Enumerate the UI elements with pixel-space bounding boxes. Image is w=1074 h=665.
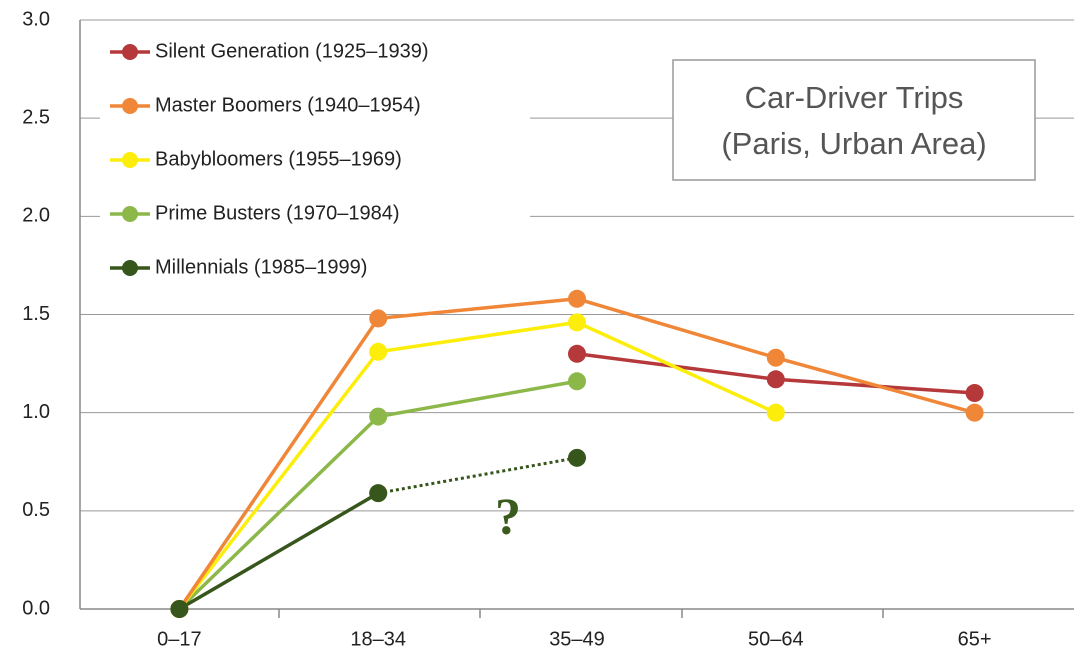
legend-marker [122, 152, 138, 168]
legend-background [100, 30, 530, 292]
data-point [568, 289, 586, 308]
series-line [178, 320, 777, 611]
x-axis-ticks [278, 609, 884, 618]
data-point [369, 309, 388, 328]
y-tick-label: 0.0 [22, 597, 50, 619]
series-line [377, 456, 578, 495]
y-tick-label: 0.5 [22, 499, 50, 521]
x-tick-label: 65+ [958, 628, 992, 650]
y-tick-label: 2.5 [22, 106, 50, 128]
title-box [672, 59, 1036, 181]
data-point [965, 403, 984, 422]
y-tick-label: 1.5 [22, 303, 50, 325]
x-tick-label: 18–34 [350, 628, 406, 650]
y-tick-label: 2.0 [22, 205, 50, 227]
legend-label: Millennials (1985–1999) [155, 256, 367, 278]
x-tick-label: 50–64 [748, 628, 804, 650]
legend-label: Silent Generation (1925–1939) [155, 40, 429, 62]
data-point [965, 384, 984, 403]
data-point [369, 484, 388, 503]
y-tick-label: 3.0 [22, 8, 50, 30]
data-point [568, 313, 586, 332]
data-point [369, 342, 388, 361]
data-point [766, 403, 785, 422]
annotation: ? [495, 489, 521, 546]
legend-marker [122, 98, 138, 114]
data-point [766, 370, 785, 389]
legend-label: Babybloomers (1955–1969) [155, 148, 402, 170]
legend-marker [122, 206, 138, 222]
legend-marker [122, 44, 138, 60]
data-point [170, 600, 189, 618]
y-tick-label: 1.0 [22, 401, 50, 423]
data-point [369, 407, 388, 426]
legend-marker [122, 260, 138, 276]
legend-label: Master Boomers (1940–1954) [155, 94, 421, 116]
series-line [178, 491, 380, 611]
x-tick-label: 0–17 [157, 628, 202, 650]
data-point [766, 348, 785, 367]
chart-title: Car-Driver Trips [745, 80, 964, 115]
x-tick-label: 35–49 [549, 628, 605, 650]
data-point [568, 344, 586, 363]
chart-title: (Paris, Urban Area) [721, 126, 986, 161]
legend-label: Prime Busters (1970–1984) [155, 202, 400, 224]
data-point [568, 372, 586, 391]
data-point [568, 448, 586, 467]
